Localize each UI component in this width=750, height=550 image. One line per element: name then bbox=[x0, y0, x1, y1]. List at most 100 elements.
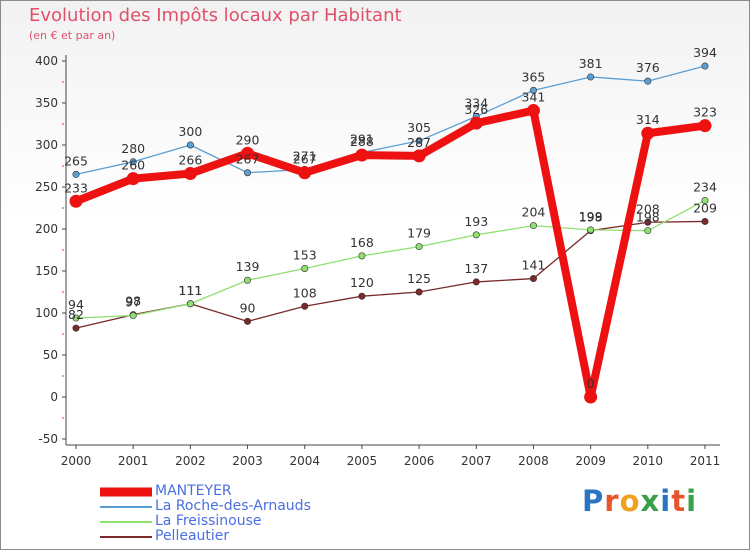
data-label: 199 bbox=[579, 209, 603, 224]
series-line-0 bbox=[74, 106, 706, 401]
data-label: 141 bbox=[522, 258, 546, 273]
data-point bbox=[129, 312, 137, 320]
data-label: 271 bbox=[293, 148, 317, 163]
data-label: 198 bbox=[579, 210, 603, 225]
data-label: 305 bbox=[407, 120, 431, 135]
data-point bbox=[183, 167, 197, 181]
data-label: 94 bbox=[68, 297, 84, 312]
data-point bbox=[415, 243, 423, 251]
data-point bbox=[358, 292, 366, 300]
x-tick-label: 2006 bbox=[404, 454, 435, 468]
chart-subtitle: (en € et par an) bbox=[29, 29, 116, 42]
data-label: 111 bbox=[178, 283, 202, 298]
data-point bbox=[701, 196, 709, 204]
data-label: 111 bbox=[178, 283, 202, 298]
data-point bbox=[415, 137, 423, 145]
y-tick-label: 350 bbox=[35, 96, 58, 110]
data-point bbox=[469, 116, 483, 130]
data-point bbox=[415, 288, 423, 296]
y-tick-label: 200 bbox=[35, 222, 58, 236]
data-label: 120 bbox=[350, 275, 374, 290]
y-tick-label: 150 bbox=[35, 264, 58, 278]
data-point bbox=[129, 158, 137, 166]
data-label: 260 bbox=[121, 158, 145, 173]
x-tick-label: 2004 bbox=[289, 454, 320, 468]
x-tick-label: 2007 bbox=[461, 454, 492, 468]
data-label: 394 bbox=[693, 45, 717, 60]
data-point bbox=[701, 217, 709, 225]
logo-letter: t bbox=[671, 484, 687, 518]
data-point bbox=[186, 300, 194, 308]
data-label: 290 bbox=[236, 132, 260, 147]
data-label: 267 bbox=[293, 152, 317, 167]
data-point bbox=[698, 119, 712, 133]
data-label: 280 bbox=[121, 141, 145, 156]
data-point bbox=[72, 170, 80, 178]
data-point bbox=[472, 278, 480, 286]
logo-letter: i bbox=[660, 484, 672, 518]
data-point bbox=[186, 141, 194, 149]
data-label: 381 bbox=[579, 56, 603, 71]
data-label: 208 bbox=[636, 201, 660, 216]
data-label: 193 bbox=[464, 214, 488, 229]
data-point bbox=[526, 104, 540, 118]
legend-label: La Freissinouse bbox=[155, 513, 262, 529]
x-tick-label: 2011 bbox=[690, 454, 721, 468]
x-tick-label: 2009 bbox=[575, 454, 606, 468]
data-point bbox=[644, 77, 652, 85]
data-label: 291 bbox=[350, 132, 374, 147]
data-point bbox=[244, 276, 252, 284]
data-label: 137 bbox=[464, 261, 488, 276]
logo-letter: o bbox=[619, 484, 641, 518]
data-label: 326 bbox=[464, 102, 488, 117]
data-label: 153 bbox=[293, 247, 317, 262]
data-label: 287 bbox=[407, 135, 431, 150]
logo-letter: P bbox=[582, 484, 605, 518]
data-label: 209 bbox=[693, 200, 717, 215]
data-point bbox=[529, 86, 537, 94]
data-point bbox=[472, 231, 480, 239]
data-point bbox=[126, 172, 140, 186]
data-label: 323 bbox=[693, 105, 717, 120]
y-tick-label: 400 bbox=[35, 54, 58, 68]
data-label: 234 bbox=[693, 179, 717, 194]
data-point bbox=[529, 222, 537, 230]
data-label: 125 bbox=[407, 271, 431, 286]
x-tick-label: 2008 bbox=[518, 454, 549, 468]
data-point bbox=[358, 252, 366, 260]
data-point bbox=[301, 264, 309, 272]
x-tick-label: 2003 bbox=[232, 454, 263, 468]
data-point bbox=[644, 227, 652, 235]
data-label: 265 bbox=[64, 153, 88, 168]
legend-label: MANTEYER bbox=[155, 483, 232, 499]
data-label: 266 bbox=[178, 153, 202, 168]
data-label: 376 bbox=[636, 60, 660, 75]
data-point bbox=[587, 73, 595, 81]
x-tick-label: 2010 bbox=[633, 454, 664, 468]
data-label: 179 bbox=[407, 226, 431, 241]
series-line-1 bbox=[75, 65, 706, 176]
data-point bbox=[72, 324, 80, 332]
data-label: 288 bbox=[350, 134, 374, 149]
data-label: 98 bbox=[125, 294, 141, 309]
y-tick-label: 50 bbox=[43, 348, 58, 362]
data-label: 97 bbox=[125, 295, 141, 310]
data-point bbox=[355, 148, 369, 162]
legend-label: Pelleautier bbox=[155, 528, 230, 544]
data-label: 334 bbox=[464, 95, 488, 110]
logo-letter: x bbox=[640, 484, 661, 518]
data-point bbox=[244, 169, 252, 177]
logo-letter: i bbox=[686, 484, 698, 518]
data-point bbox=[587, 226, 595, 234]
data-point bbox=[644, 218, 652, 226]
x-tick-label: 2000 bbox=[61, 454, 92, 468]
x-tick-label: 2005 bbox=[347, 454, 378, 468]
data-label: 204 bbox=[522, 205, 546, 220]
data-point bbox=[701, 62, 709, 70]
data-label: 233 bbox=[64, 180, 88, 195]
data-label: 300 bbox=[178, 124, 202, 139]
data-point bbox=[412, 149, 426, 163]
data-point bbox=[301, 302, 309, 310]
